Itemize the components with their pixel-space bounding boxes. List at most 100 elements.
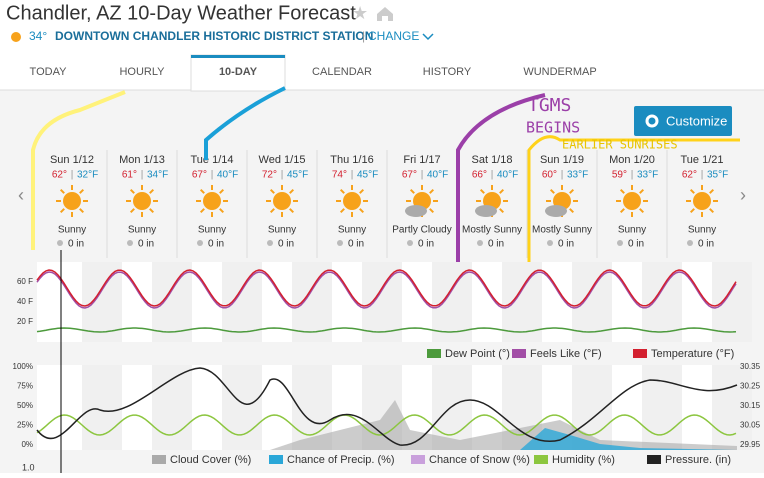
yellow-annotation (31, 90, 126, 250)
condition: Sunny (688, 225, 716, 236)
annotation-text: TGMS (528, 95, 571, 116)
night-band (292, 262, 332, 342)
weather-icon (56, 185, 88, 217)
night-band (152, 262, 192, 342)
customize-button[interactable] (634, 106, 732, 136)
high-temp: 74° (332, 170, 347, 181)
low-temp: 33°F (567, 170, 588, 181)
high-temp: 62° (52, 170, 67, 181)
y-tick-label: 60 F (17, 277, 33, 286)
left-tick-label: 25% (17, 421, 33, 430)
star-icon[interactable]: ★ (352, 3, 368, 23)
legend-label: Pressure. (in) (665, 454, 731, 466)
legend-swatch (633, 349, 647, 358)
night-band (152, 365, 192, 450)
sun-ray (149, 188, 155, 194)
legend-swatch (411, 455, 425, 464)
left-tick-label: 50% (17, 401, 33, 410)
y-tick-label: 20 F (17, 317, 33, 326)
day-label: Sat 1/18 (472, 154, 513, 166)
sun-ray (219, 208, 225, 214)
separator: | (631, 170, 634, 181)
precip: 0 in (628, 239, 644, 250)
precip: 0 in (208, 239, 224, 250)
legend-label: Cloud Cover (%) (170, 454, 251, 466)
day-label: Mon 1/20 (609, 154, 655, 166)
precip: 0 in (558, 239, 574, 250)
annotation-text: EARLIER SUNRISES (562, 138, 678, 152)
night-band (362, 262, 402, 342)
low-temp: 40°F (217, 170, 238, 181)
prev-arrow[interactable]: ‹ (18, 185, 24, 205)
legend-swatch (269, 455, 283, 464)
page-title: Chandler, AZ 10-Day Weather Forecast (6, 2, 356, 24)
tab[interactable]: HISTORY (423, 66, 472, 78)
condition: Sunny (58, 225, 86, 236)
temperature-line (36, 269, 737, 307)
night-band (502, 262, 542, 342)
sun-ray (569, 188, 575, 194)
yellow-annotation-2 (527, 135, 740, 262)
sun-ray (689, 188, 695, 194)
separator: | (71, 170, 74, 181)
sun-ray (269, 188, 275, 194)
low-temp: 35°F (707, 170, 728, 181)
high-temp: 66° (472, 170, 487, 181)
night-band (572, 262, 612, 342)
sun (693, 192, 711, 210)
high-temp: 61° (122, 170, 137, 181)
sun-ray (219, 188, 225, 194)
high-temp: 67° (402, 170, 417, 181)
sun-ray (59, 188, 65, 194)
tab[interactable]: WUNDERMAP (523, 66, 596, 78)
feels-like-line (36, 271, 737, 309)
high-temp: 72° (262, 170, 277, 181)
dew-point-line (36, 327, 737, 333)
condition: Partly Cloudy (392, 225, 451, 236)
sun-ray (59, 208, 65, 214)
weather-icon (336, 185, 368, 217)
night-band (712, 365, 752, 450)
day-label: Sun 1/12 (50, 154, 94, 166)
sun-ray (639, 188, 645, 194)
weather-icon (405, 185, 438, 217)
night-band (222, 365, 262, 450)
night-band (712, 262, 752, 342)
legend-swatch (512, 349, 526, 358)
precip-icon (477, 240, 483, 246)
tab[interactable]: 10-DAY (219, 66, 258, 78)
sun (343, 192, 361, 210)
next-arrow[interactable]: › (740, 185, 746, 205)
precip: 0 in (698, 239, 714, 250)
left-tick-label: 75% (17, 382, 33, 391)
weather-icon (266, 185, 298, 217)
condition: Sunny (128, 225, 156, 236)
precip-icon (687, 240, 693, 246)
condition: Mostly Sunny (532, 225, 592, 236)
high-temp: 60° (542, 170, 557, 181)
legend-swatch (152, 455, 166, 464)
legend-label: Dew Point (°) (445, 348, 510, 360)
bottom-tick: 1.0 (22, 462, 35, 472)
right-tick-label: 30.05 (740, 421, 761, 430)
night-band (642, 262, 682, 342)
change-link[interactable]: CHANGE (368, 29, 419, 43)
tab[interactable]: HOURLY (119, 66, 165, 78)
blue-annotation (204, 86, 286, 160)
precip: 0 in (68, 239, 84, 250)
separator: | (281, 170, 284, 181)
high-temp: 67° (192, 170, 207, 181)
left-tick-label: 0% (21, 440, 33, 449)
tab[interactable]: TODAY (30, 66, 68, 78)
sun-ray (499, 208, 505, 214)
home-icon[interactable] (377, 7, 393, 21)
annotation-text: BEGINS (526, 119, 580, 137)
separator: | (351, 170, 354, 181)
precip: 0 in (418, 239, 434, 250)
station-name[interactable]: DOWNTOWN CHANDLER HISTORIC DISTRICT STAT… (55, 29, 373, 43)
sun-ray (129, 188, 135, 194)
weather-icon (475, 185, 508, 217)
low-temp: 40°F (497, 170, 518, 181)
tab[interactable]: CALENDAR (312, 66, 372, 78)
condition: Mostly Sunny (462, 225, 522, 236)
